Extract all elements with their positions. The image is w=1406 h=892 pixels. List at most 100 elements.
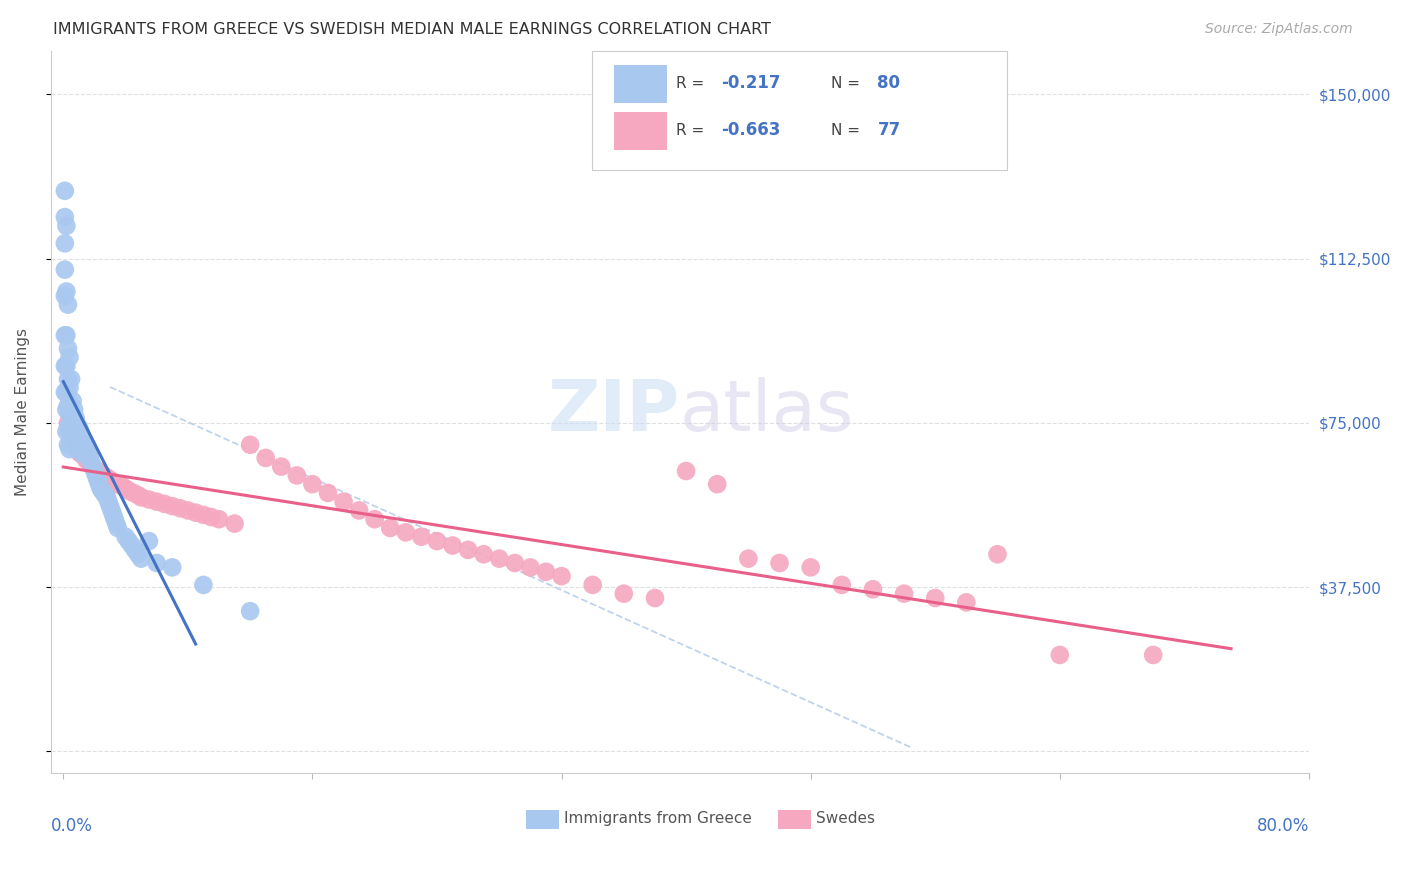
Point xyxy=(70,446,93,460)
Point xyxy=(62,411,84,425)
Point xyxy=(301,477,323,491)
Point xyxy=(488,551,510,566)
Point xyxy=(69,425,91,439)
Point xyxy=(84,468,107,483)
Point xyxy=(55,328,77,343)
Text: -0.663: -0.663 xyxy=(721,121,780,139)
FancyBboxPatch shape xyxy=(614,112,668,150)
Point xyxy=(768,556,790,570)
FancyBboxPatch shape xyxy=(526,810,560,829)
Point xyxy=(862,582,884,597)
Point xyxy=(193,578,215,592)
Point xyxy=(75,450,97,465)
Point xyxy=(114,482,136,496)
Point xyxy=(66,420,89,434)
Point xyxy=(145,556,167,570)
Point xyxy=(86,464,108,478)
Point xyxy=(77,446,100,460)
Point xyxy=(56,372,79,386)
Point xyxy=(55,285,77,299)
Point xyxy=(62,429,84,443)
Point xyxy=(118,534,141,549)
Point xyxy=(58,442,80,457)
Point xyxy=(63,420,86,434)
Point xyxy=(53,328,76,343)
Point xyxy=(162,499,184,513)
Point xyxy=(70,438,93,452)
Point xyxy=(90,482,112,496)
Text: 80: 80 xyxy=(877,74,900,92)
Point xyxy=(124,542,146,557)
Point xyxy=(56,298,79,312)
Point xyxy=(76,442,98,457)
Point xyxy=(924,591,946,605)
Point xyxy=(503,556,526,570)
Point xyxy=(53,184,76,198)
Point xyxy=(411,530,433,544)
Point xyxy=(65,425,87,439)
FancyBboxPatch shape xyxy=(614,65,668,103)
Point xyxy=(613,587,636,601)
Point xyxy=(193,508,215,522)
Point xyxy=(582,578,605,592)
Point xyxy=(153,497,176,511)
Point xyxy=(955,595,977,609)
Point xyxy=(98,473,121,487)
Point xyxy=(107,521,129,535)
Point xyxy=(98,499,121,513)
Point xyxy=(737,551,759,566)
Point xyxy=(83,464,105,478)
Point xyxy=(77,446,100,460)
Point xyxy=(96,491,118,505)
Point xyxy=(177,503,200,517)
Point xyxy=(58,350,80,364)
Point xyxy=(56,420,79,434)
Point xyxy=(127,547,149,561)
Point xyxy=(145,494,167,508)
Point xyxy=(63,402,86,417)
Point xyxy=(58,407,80,421)
Point xyxy=(76,453,98,467)
Point xyxy=(1142,648,1164,662)
FancyBboxPatch shape xyxy=(778,810,811,829)
Point xyxy=(66,434,89,448)
Point xyxy=(347,503,370,517)
Point xyxy=(63,438,86,452)
Point xyxy=(69,446,91,460)
Point xyxy=(831,578,853,592)
Point xyxy=(111,479,134,493)
Point xyxy=(200,510,222,524)
Point xyxy=(316,486,339,500)
Point xyxy=(457,542,479,557)
Point xyxy=(121,539,143,553)
Point xyxy=(101,475,124,489)
Point xyxy=(60,434,83,448)
Point xyxy=(55,359,77,373)
Point xyxy=(208,512,231,526)
Point xyxy=(79,450,101,465)
Text: ZIP: ZIP xyxy=(547,377,681,446)
Point xyxy=(169,501,191,516)
Point xyxy=(90,467,112,481)
Point xyxy=(363,512,385,526)
Point xyxy=(53,262,76,277)
Point xyxy=(94,488,117,502)
Point xyxy=(644,591,666,605)
Point xyxy=(285,468,308,483)
Point xyxy=(60,372,83,386)
Text: atlas: atlas xyxy=(681,377,855,446)
Point xyxy=(67,438,90,452)
Point xyxy=(380,521,402,535)
Point xyxy=(65,411,87,425)
Point xyxy=(519,560,541,574)
Point xyxy=(129,551,152,566)
Point xyxy=(138,534,160,549)
Text: N =: N = xyxy=(831,76,865,91)
Point xyxy=(53,385,76,400)
Point xyxy=(91,483,114,498)
Point xyxy=(75,438,97,452)
Point xyxy=(55,425,77,439)
Point xyxy=(67,444,90,458)
Point xyxy=(472,547,495,561)
Point xyxy=(56,438,79,452)
